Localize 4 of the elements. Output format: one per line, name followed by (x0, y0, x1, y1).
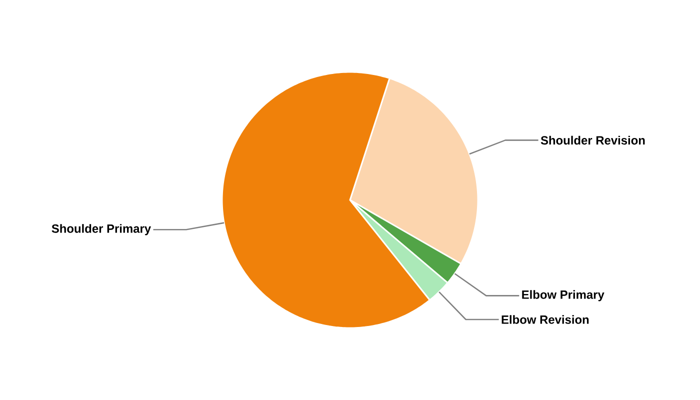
slice-label: Shoulder Primary (52, 224, 151, 236)
slice-label: Shoulder Revision (540, 136, 645, 145)
slice-label: Elbow Revision (502, 315, 589, 324)
slice-label: Elbow Primary (522, 290, 604, 302)
